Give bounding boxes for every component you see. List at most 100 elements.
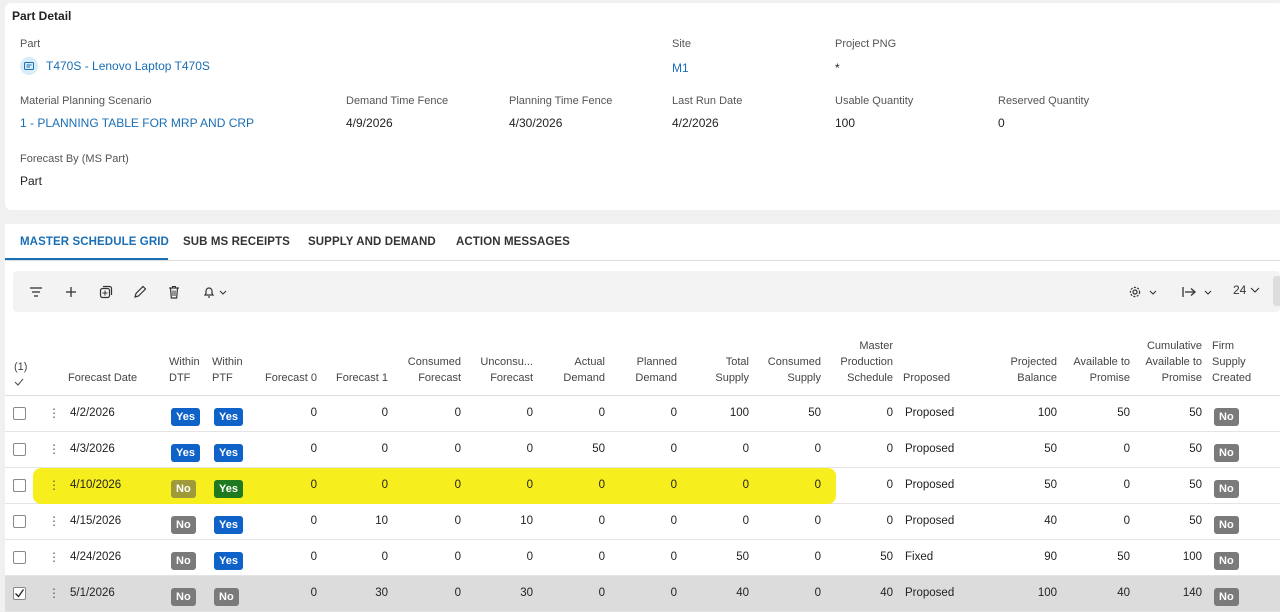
row-menu-icon[interactable]: ⋮ [48,514,60,528]
forecast-date-cell: 5/1/2026 [70,587,115,599]
table-row[interactable]: ⋮ 4/15/2026 No Yes 0 10 0 10 0 0 0 0 0 40 0 50 Proposed N… [5,504,1280,540]
col-consumed-forecast[interactable]: Consumed Forecast [407,356,461,384]
dtf-field: Demand Time Fence 4/9/2026 [346,95,448,130]
col-forecast0[interactable]: Forecast 0 [265,372,317,384]
dtf-label: Demand Time Fence [346,95,449,107]
reserved-field: Reserved Quantity 0 [998,95,1089,130]
table-row[interactable]: ⋮ 4/24/2026 No Yes 0 0 0 0 0 0 50 0 50 90 50 100 Fixed No [5,540,1280,576]
within-ptf-badge: No [214,588,239,606]
uf-cell: 0 [526,551,533,563]
col-actual-demand[interactable]: Actual Demand [563,356,605,384]
table-row[interactable]: ⋮ 5/1/2026 No No 0 30 0 30 0 0 40 0 40 100 40 140 Propos… [5,576,1280,612]
lastrun-value: 4/2/2026 [672,116,719,130]
row-checkbox[interactable] [13,551,26,564]
ad-cell: 0 [598,551,605,563]
col-master-production-schedule[interactable]: Master Production Schedule [840,340,893,384]
f0-cell: 0 [310,587,317,599]
ad-cell: 50 [592,443,605,455]
tab-master-schedule-grid[interactable]: MASTER SCHEDULE GRID [20,236,169,248]
cs-cell: 0 [814,587,821,599]
atp-cell: 0 [1123,515,1130,527]
forecast-date-cell: 4/15/2026 [70,515,122,527]
site-link[interactable]: M1 [672,61,689,75]
usable-value: 100 [835,116,856,130]
col-total-supply[interactable]: Total Supply [715,356,749,384]
pb-cell: 100 [1037,407,1057,419]
col-unconsumed-forecast[interactable]: Unconsu... Forecast [480,356,533,384]
part-detail-panel: Part Detail Part T470S - Lenovo Laptop T… [5,3,1280,210]
within-dtf-badge: No [171,516,196,534]
delete-icon[interactable] [165,283,183,301]
forecast-date-cell: 4/3/2026 [70,443,115,455]
row-checkbox[interactable] [13,515,26,528]
uf-cell: 30 [520,587,533,599]
within-ptf-badge: Yes [214,516,243,534]
row-menu-icon[interactable]: ⋮ [48,550,60,564]
f1-cell: 0 [381,551,388,563]
col-firm-supply-created[interactable]: Firm Supply Created [1212,340,1252,384]
uf-cell: 10 [520,515,533,527]
pb-cell: 50 [1044,479,1057,491]
bell-icon[interactable] [200,283,230,301]
row-menu-icon[interactable]: ⋮ [48,406,60,420]
lastrun-field: Last Run Date 4/2/2026 [672,95,742,130]
col-consumed-supply[interactable]: Consumed Supply [767,356,821,384]
part-link[interactable]: T470S - Lenovo Laptop T470S [46,59,210,74]
cf-cell: 0 [454,515,461,527]
col-cumulative-atp[interactable]: Cumulative Available to Promise [1145,340,1202,384]
edit-icon[interactable] [131,283,149,301]
tab-supply-and-demand[interactable]: SUPPLY AND DEMAND [308,236,436,248]
row-checkbox[interactable] [13,587,26,600]
select-all-header[interactable]: (1) [14,359,34,391]
filter-icon[interactable] [27,283,45,301]
cf-cell: 0 [454,587,461,599]
atp-cell: 50 [1117,407,1130,419]
forecast-date-cell: 4/2/2026 [70,407,115,419]
tab-sub-ms-receipts[interactable]: SUB MS RECEIPTS [183,236,290,248]
tab-action-messages[interactable]: ACTION MESSAGES [456,236,570,248]
col-planned-demand[interactable]: Planned Demand [635,356,677,384]
row-checkbox[interactable] [13,479,26,492]
col-proposed[interactable]: Proposed [903,372,951,384]
part-field: Part T470S - Lenovo Laptop T470S [20,38,210,76]
column-chooser-button[interactable] [1273,276,1280,306]
col-forecast-date[interactable]: Forecast Date [68,372,138,384]
row-checkbox[interactable] [13,407,26,420]
project-field: Project PNG * [835,38,896,75]
pb-cell: 40 [1044,515,1057,527]
table-row[interactable]: ⋮ 4/3/2026 Yes Yes 0 0 0 0 50 0 0 0 0 50 0 50 Proposed No [5,432,1280,468]
col-within-dtf[interactable]: Within DTF [169,356,200,384]
within-ptf-badge: Yes [214,408,243,426]
duplicate-icon[interactable] [97,283,115,301]
row-menu-icon[interactable]: ⋮ [48,442,60,456]
col-projected-balance[interactable]: Projected Balance [1010,356,1057,384]
col-forecast1[interactable]: Forecast 1 [336,372,388,384]
export-icon[interactable] [1180,283,1216,301]
f1-cell: 0 [381,443,388,455]
catp-cell: 50 [1189,407,1202,419]
table-row[interactable]: ⋮ 4/2/2026 Yes Yes 0 0 0 0 0 0 100 50 0 100 50 50 Propos… [5,396,1280,432]
catp-cell: 50 [1189,515,1202,527]
scenario-field: Material Planning Scenario 1 - PLANNING … [20,95,254,130]
atp-cell: 0 [1123,479,1130,491]
pb-cell: 90 [1044,551,1057,563]
settings-icon[interactable] [1127,283,1161,301]
scenario-link[interactable]: 1 - PLANNING TABLE FOR MRP AND CRP [20,116,255,130]
pd-cell: 0 [670,551,677,563]
project-value: * [835,61,840,75]
col-available-to-promise[interactable]: Available to Promise [1073,356,1130,384]
col-within-ptf[interactable]: Within PTF [212,356,243,384]
row-menu-icon[interactable]: ⋮ [48,586,60,600]
site-label: Site [672,38,691,50]
row-checkbox[interactable] [13,443,26,456]
active-tab-indicator [5,258,168,260]
catp-cell: 50 [1189,443,1202,455]
pb-cell: 50 [1044,443,1057,455]
chevron-down-icon [1250,287,1260,293]
cf-cell: 0 [454,443,461,455]
mps-cell: 0 [886,515,893,527]
page-size-select[interactable]: 24 [1233,283,1260,297]
site-field: Site M1 [672,38,691,75]
cs-cell: 0 [814,515,821,527]
add-icon[interactable] [62,283,80,301]
